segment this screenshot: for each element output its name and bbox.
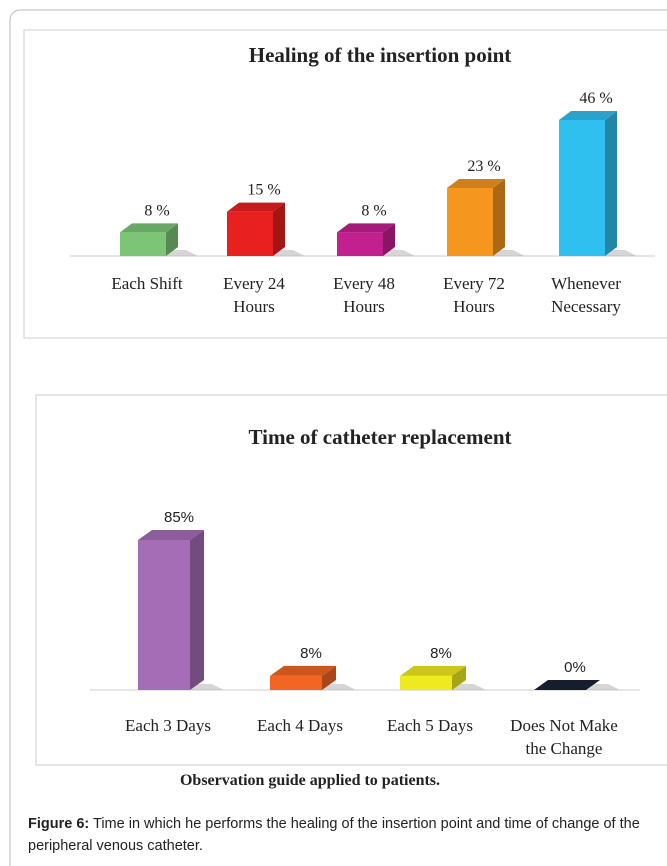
chart-frame	[23, 29, 667, 339]
caption-text: Time in which he performs the healing of…	[28, 816, 640, 854]
bar-top	[559, 111, 617, 120]
x-tick-label: Every 72 Hours	[443, 274, 505, 316]
bar-side	[322, 665, 336, 690]
bar-side	[493, 179, 505, 256]
bar-side	[605, 111, 617, 256]
bar	[227, 211, 273, 256]
caption: Figure 6: Time in which he performs the …	[28, 813, 653, 857]
bar-top	[120, 223, 178, 233]
value-label: 46 %	[579, 90, 612, 107]
bar	[120, 232, 166, 256]
bar-side	[190, 530, 204, 690]
bar-side	[383, 223, 395, 256]
value-label: 23 %	[467, 158, 500, 175]
chart-frame	[35, 394, 667, 766]
bar-side	[273, 202, 285, 256]
caption-label: Figure 6:	[28, 816, 90, 832]
bar	[447, 188, 493, 256]
value-label: 8%	[430, 645, 452, 662]
chart-title: Time of catheter replacement	[249, 425, 512, 449]
value-label: 8%	[300, 645, 322, 662]
value-label: 8 %	[361, 202, 386, 219]
value-label: 85%	[164, 509, 194, 526]
x-tick-label: Each 4 Days	[257, 716, 343, 735]
bar-top	[138, 530, 204, 540]
bar-side	[166, 223, 178, 256]
bar	[400, 675, 452, 690]
x-tick-label: Every 48 Hours	[333, 274, 395, 316]
figure-note: Observation guide applied to patients.	[179, 772, 441, 789]
bar	[337, 232, 383, 256]
value-label: 8 %	[144, 202, 169, 219]
bar	[270, 675, 322, 690]
chart-title: Healing of the insertion point	[249, 43, 512, 67]
value-label: 0%	[564, 659, 586, 676]
bar-top	[534, 680, 600, 690]
x-tick-label: Each Shift	[111, 274, 183, 293]
bar-top	[337, 223, 395, 233]
x-tick-label: Does Not Make the Change	[510, 716, 618, 758]
x-tick-label: Each 3 Days	[125, 716, 211, 735]
bar-top	[270, 665, 336, 676]
bar	[559, 120, 605, 256]
x-tick-label: Whenever Necessary	[551, 274, 621, 316]
page-frame	[9, 9, 667, 866]
bar-top	[400, 665, 466, 676]
bar-side	[452, 665, 466, 690]
bar-top	[227, 202, 285, 212]
x-tick-label: Each 5 Days	[387, 716, 473, 735]
bar	[138, 540, 190, 690]
x-tick-label: Every 24 Hours	[223, 274, 285, 316]
value-label: 15 %	[247, 182, 280, 199]
bar-top	[447, 179, 505, 188]
